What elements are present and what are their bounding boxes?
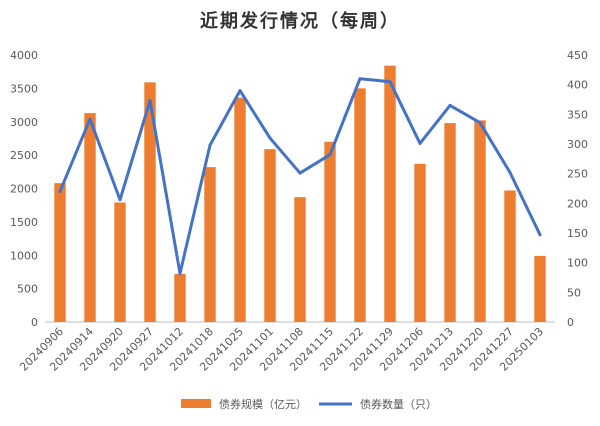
bar [324,141,336,322]
bar [534,255,546,322]
line-point [538,233,542,237]
x-axis: 2024090620240914202409202024092720241012… [17,325,546,374]
line-point [58,189,62,193]
y-right-tick-label: 450 [567,49,588,62]
line-point [208,143,212,147]
y-left-tick-label: 4000 [10,49,38,62]
left-axis: 0 500 1000 1500 2000 2500 3000 3500 4000 [10,49,38,329]
bar [384,65,396,323]
bar [354,88,366,322]
line-point [88,117,92,121]
line-point [238,89,242,93]
line-point [508,170,512,174]
line-point [298,171,302,175]
bar [144,82,156,323]
bar [234,97,246,322]
line-point [118,198,122,202]
legend-swatch-bars [181,399,211,408]
bar [444,123,456,323]
line-point [388,80,392,84]
line-point [148,99,152,103]
bar [264,149,276,322]
chart-title: 近期发行情况（每周） [200,10,400,32]
y-left-tick-label: 3000 [10,116,38,129]
line-point [178,271,182,275]
y-left-tick-label: 0 [31,316,38,329]
y-right-tick-label: 250 [567,168,588,181]
line-point [268,136,272,140]
y-right-tick-label: 350 [567,108,588,121]
legend-label-bars: 债券规模（亿元） [219,397,307,411]
bar [504,190,516,322]
y-right-tick-label: 0 [567,316,574,329]
bar [294,197,306,322]
bar [204,167,216,322]
bar [414,163,426,322]
line-point [418,141,422,145]
y-right-tick-label: 300 [567,138,588,151]
bar-series [54,65,546,323]
y-left-tick-label: 1000 [10,249,38,262]
legend: 债券规模（亿元） 债券数量（只） [181,397,437,411]
y-right-tick-label: 100 [567,257,588,270]
y-left-tick-label: 1500 [10,216,38,229]
y-right-tick-label: 400 [567,79,588,92]
line-point [448,103,452,107]
bar [84,113,96,322]
bar [474,120,486,322]
bar [54,183,66,322]
right-axis: 0 50 100 150 200 250 300 350 400 450 [567,49,588,329]
line-point [478,121,482,125]
y-left-tick-label: 3500 [10,82,38,95]
y-right-tick-label: 150 [567,227,588,240]
line-series [58,77,542,275]
bar [114,202,126,322]
y-right-tick-label: 50 [567,286,581,299]
y-right-tick-label: 200 [567,197,588,210]
y-left-tick-label: 2000 [10,183,38,196]
line-point [358,77,362,81]
y-left-tick-label: 500 [17,283,38,296]
line-point [328,153,332,157]
bar [174,273,186,322]
y-left-tick-label: 2500 [10,149,38,162]
legend-label-line: 债券数量（只） [360,397,437,411]
